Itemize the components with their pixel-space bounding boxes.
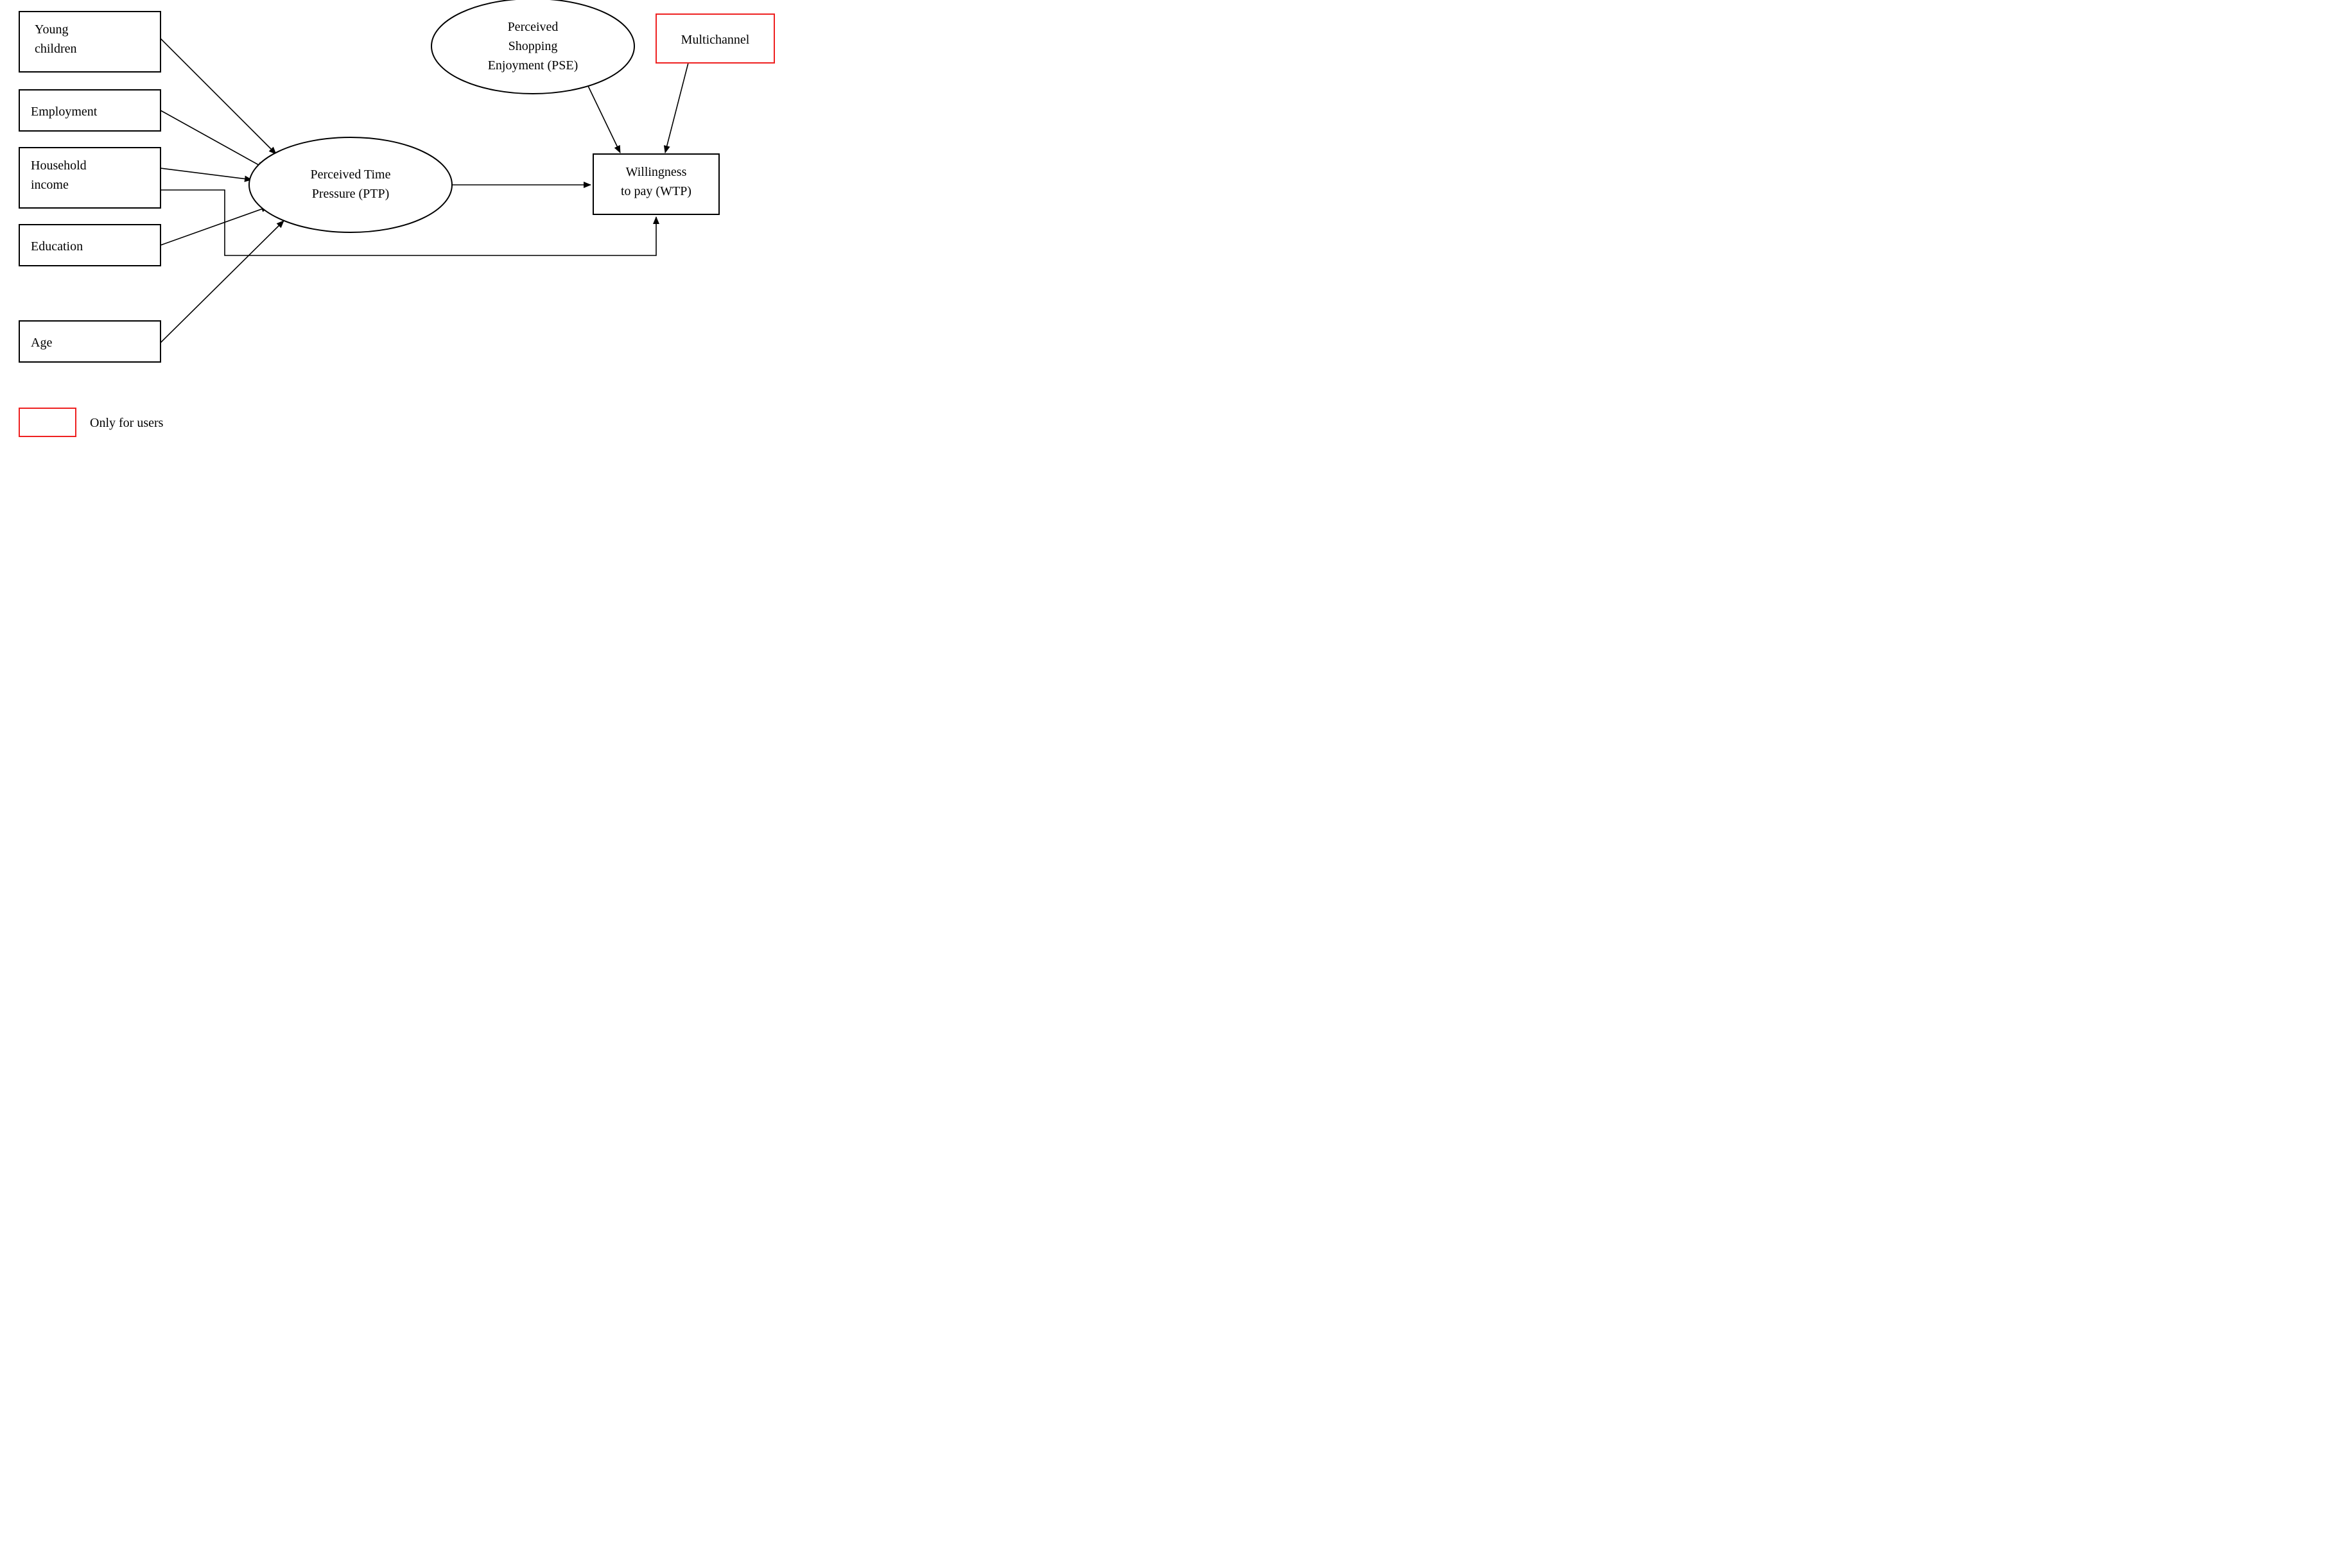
nodes-layer: Youngchildren Employment Householdincome Ed…: [19, 0, 774, 362]
e-yc-ptp: [161, 39, 276, 154]
node-pse: PerceivedShoppingEnjoyment (PSE): [431, 0, 634, 94]
node-multichannel: Multichannel: [656, 14, 774, 63]
node-age-label: Age: [31, 336, 52, 350]
node-education: Education: [19, 225, 161, 266]
node-ptp: Perceived TimePressure (PTP): [249, 137, 452, 232]
node-young_children: Youngchildren: [19, 12, 161, 72]
e-hi-ptp: [161, 168, 252, 180]
e-pse-wtp: [588, 86, 620, 153]
node-wtp: Willingnessto pay (WTP): [593, 154, 719, 214]
e-mc-wtp: [665, 63, 688, 153]
node-employment-label: Employment: [31, 105, 98, 119]
node-household_income: Householdincome: [19, 148, 161, 208]
conceptual-model-diagram: Youngchildren Employment Householdincome Ed…: [0, 0, 782, 522]
e-emp-ptp: [161, 110, 265, 168]
node-multichannel-label: Multichannel: [681, 33, 750, 47]
legend-swatch: [19, 408, 76, 436]
node-age: Age: [19, 321, 161, 362]
node-education-label: Education: [31, 239, 83, 254]
legend-label: Only for users: [90, 416, 164, 430]
node-employment: Employment: [19, 90, 161, 131]
node-ptp-ellipse: [249, 137, 452, 232]
e-edu-ptp: [161, 207, 268, 245]
legend-layer: Only for users: [19, 408, 164, 436]
